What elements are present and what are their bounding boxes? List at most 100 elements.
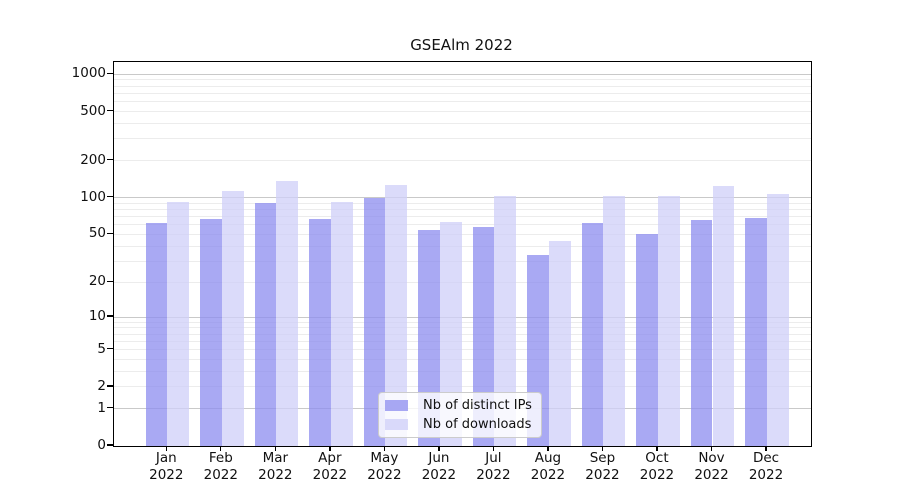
x-tick-label: Dec 2022 <box>748 450 784 483</box>
bar-distinct-ips <box>690 219 713 446</box>
y-tick <box>107 196 113 198</box>
y-tick-label: 5 <box>97 340 106 357</box>
gridline <box>114 209 811 211</box>
x-tick <box>547 446 549 451</box>
bar-downloads <box>494 196 517 446</box>
x-tick <box>710 446 713 451</box>
gridline <box>114 316 811 318</box>
legend-swatch-ips <box>385 400 408 411</box>
bar-downloads <box>767 193 789 446</box>
bar-downloads <box>167 202 190 446</box>
x-tick-label: May 2022 <box>367 450 402 483</box>
x-tick-label: Jul 2022 <box>476 450 511 483</box>
gridline <box>114 349 811 351</box>
x-tick-label: Mar 2022 <box>258 450 293 483</box>
bar-downloads <box>657 196 680 446</box>
y-tick <box>107 407 113 409</box>
y-tick-label: 200 <box>80 151 106 168</box>
x-tick-label: Jan 2022 <box>149 450 184 483</box>
gridline <box>114 281 811 283</box>
bar-downloads <box>603 195 626 446</box>
y-tick <box>107 72 113 74</box>
gridline <box>114 79 811 81</box>
bar-downloads <box>330 202 353 446</box>
gridline <box>114 160 811 162</box>
gridline <box>114 138 811 140</box>
x-tick <box>220 446 222 451</box>
x-tick <box>383 446 386 451</box>
y-tick <box>107 385 113 387</box>
x-tick-label: Aug 2022 <box>530 450 566 483</box>
gridline <box>114 197 811 199</box>
x-tick <box>329 446 331 451</box>
gridline <box>114 123 811 125</box>
bar-downloads <box>385 185 408 446</box>
x-tick-label: Jun 2022 <box>421 450 457 483</box>
bar-distinct-ips <box>200 219 222 446</box>
gridline <box>114 202 811 204</box>
bar-distinct-ips <box>581 223 604 446</box>
gridline <box>114 101 811 103</box>
y-tick-label: 1 <box>97 399 106 416</box>
bar-downloads <box>548 241 571 446</box>
gridline <box>114 321 811 323</box>
bar-distinct-ips <box>145 223 168 446</box>
bar-distinct-ips <box>636 234 658 446</box>
gridline <box>114 333 811 335</box>
x-tick <box>765 446 767 451</box>
x-tick <box>438 446 440 451</box>
bar-distinct-ips <box>745 218 768 446</box>
legend-swatch-downloads <box>385 419 408 430</box>
legend: Nb of distinct IPs Nb of downloads <box>378 392 542 438</box>
gridline <box>114 224 811 226</box>
bar-distinct-ips <box>363 197 386 446</box>
gridline <box>114 111 811 113</box>
bar-downloads <box>712 186 735 446</box>
plot-area: Nb of distinct IPs Nb of downloads <box>113 61 812 447</box>
legend-label-downloads: Nb of downloads <box>423 417 532 432</box>
y-tick-label: 50 <box>88 225 106 242</box>
y-tick <box>107 444 113 446</box>
gridline <box>114 386 811 388</box>
x-tick-label: Oct 2022 <box>639 450 675 483</box>
y-tick <box>107 280 113 282</box>
y-tick <box>107 232 113 235</box>
y-tick-label: 10 <box>88 308 106 324</box>
y-tick <box>107 347 113 350</box>
bar-distinct-ips <box>254 203 277 446</box>
x-tick <box>165 446 167 451</box>
gridline <box>114 340 811 342</box>
x-tick-label: Sep 2022 <box>585 450 620 483</box>
x-tick <box>601 446 604 451</box>
gridline <box>114 245 811 247</box>
legend-item-downloads: Nb of downloads <box>385 417 532 432</box>
y-tick-label: 500 <box>80 102 106 119</box>
bar-distinct-ips <box>309 219 331 446</box>
gridline <box>114 73 811 75</box>
gridline <box>114 233 811 235</box>
x-tick <box>656 446 658 451</box>
gridline <box>114 358 811 360</box>
y-tick-label: 0 <box>97 437 106 453</box>
legend-label-ips: Nb of distinct IPs <box>423 398 532 413</box>
gridline <box>114 216 811 218</box>
legend-item-distinct-ips: Nb of distinct IPs <box>385 398 532 413</box>
x-tick <box>274 446 276 451</box>
gridline <box>114 260 811 262</box>
y-tick <box>107 315 113 317</box>
y-tick-label: 20 <box>88 273 106 290</box>
x-tick-label: Feb 2022 <box>203 450 238 483</box>
bar-distinct-ips <box>472 226 495 446</box>
gridline <box>114 92 811 94</box>
gridline <box>114 327 811 329</box>
y-tick-label: 100 <box>80 188 106 205</box>
chart-title: GSEAlm 2022 <box>410 36 513 54</box>
x-tick-label: Nov 2022 <box>694 450 729 483</box>
bar-downloads <box>221 190 244 446</box>
gridline <box>114 370 811 372</box>
x-tick-label: Apr 2022 <box>312 450 348 483</box>
x-tick <box>492 446 495 451</box>
y-tick-label: 2 <box>97 377 106 394</box>
bar-downloads <box>276 180 299 446</box>
y-tick <box>107 109 113 112</box>
